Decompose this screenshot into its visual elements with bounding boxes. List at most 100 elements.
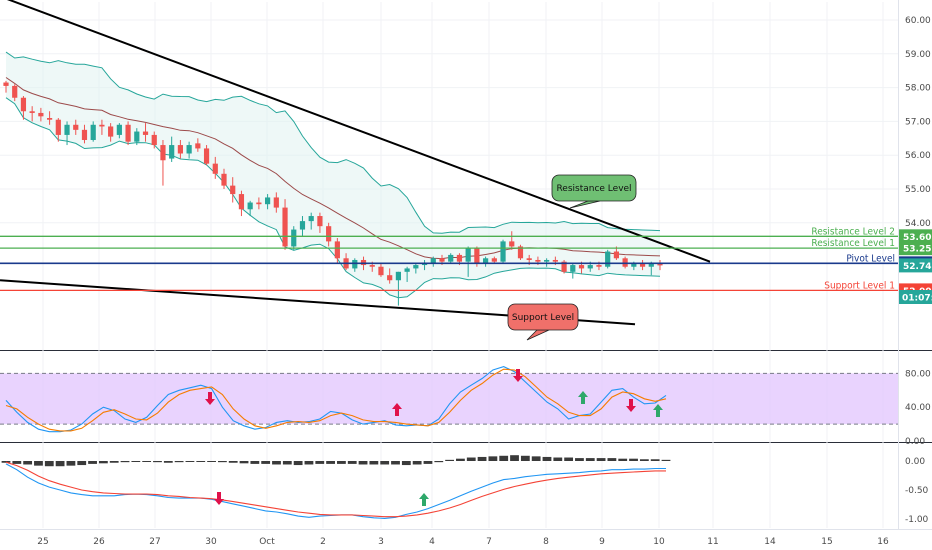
candle-body — [509, 241, 515, 247]
countdown-tag — [899, 290, 932, 304]
candle-body — [413, 265, 419, 269]
candle-body — [360, 259, 367, 266]
macd-histogram-bar — [520, 455, 530, 461]
candle-body — [517, 246, 524, 259]
x-tick-label: 9 — [599, 537, 605, 547]
level-label: Support Level 1 — [824, 280, 895, 291]
macd-histogram-bar — [142, 461, 152, 462]
macd-histogram-bar — [120, 461, 130, 463]
candle-body — [273, 197, 279, 208]
macd-histogram-bar — [575, 458, 584, 461]
stochastic-tick-label: 40.00 — [905, 403, 931, 413]
x-tick-label: 27 — [149, 537, 160, 547]
price-tick-label: 56.00 — [905, 151, 931, 161]
candle-body — [47, 118, 53, 120]
candle-body — [631, 263, 637, 267]
candle-body — [186, 145, 192, 154]
candle-body — [500, 241, 506, 262]
candle-body — [596, 265, 602, 267]
signal-arrow-down — [626, 399, 636, 412]
candle-body — [622, 258, 628, 267]
callout-box — [551, 174, 637, 202]
macd-histogram-bar — [391, 461, 400, 465]
candle-body — [20, 97, 27, 112]
candle-body — [142, 131, 149, 135]
signal-arrow-up — [392, 403, 402, 416]
macd-histogram-bar — [163, 461, 173, 463]
candle-body — [90, 124, 96, 140]
macd-histogram-bar — [607, 458, 617, 461]
candle-body — [491, 258, 497, 262]
candle-body — [369, 265, 375, 267]
candle-body — [483, 258, 489, 264]
candle-body — [352, 259, 358, 269]
macd-histogram-bar — [618, 458, 628, 461]
stochastic-tick-label: 80.00 — [905, 369, 931, 379]
macd-histogram-bar — [412, 461, 422, 465]
candle-body — [221, 173, 227, 186]
x-tick-label: 10 — [653, 537, 665, 547]
candle-body — [308, 216, 314, 222]
candle-body — [456, 254, 463, 262]
macd-histogram-bar — [661, 459, 671, 461]
price-tick-label: 55.00 — [905, 185, 931, 195]
macd-histogram-bar — [466, 457, 476, 461]
stochastic-tick-label: 0.00 — [905, 437, 925, 447]
candle-body — [151, 134, 157, 146]
candle-body — [55, 119, 61, 135]
candle-body — [587, 265, 593, 269]
candle-body — [570, 265, 576, 272]
signal-arrow-down — [205, 392, 215, 405]
macd-histogram-bar — [369, 461, 379, 465]
macd-histogram-bar — [109, 461, 119, 463]
x-tick-label: 14 — [764, 537, 776, 547]
candle-body — [465, 248, 471, 262]
macd-histogram-bar — [88, 461, 97, 464]
macd-histogram-bar — [347, 461, 357, 464]
macd-histogram-bar — [380, 461, 390, 465]
x-tick-label: 2 — [320, 537, 326, 547]
macd-histogram-bar — [250, 461, 260, 464]
signal-arrow-up — [578, 391, 588, 404]
macd-histogram-bar — [304, 461, 314, 465]
macd-histogram-bar — [337, 461, 346, 464]
bollinger-upper-line — [5, 51, 661, 234]
candle-body — [99, 124, 105, 127]
x-tick-label: 4 — [429, 537, 435, 547]
candle-body — [238, 194, 245, 210]
x-tick-label: 15 — [821, 537, 832, 547]
macd-histogram-bar — [542, 456, 552, 461]
candle-body — [526, 258, 532, 260]
macd-histogram-bar — [488, 456, 498, 461]
macd-histogram-bar — [585, 458, 595, 461]
candle-body — [657, 263, 663, 266]
macd-histogram-bar — [272, 461, 281, 465]
candle-body — [3, 82, 9, 86]
candle-body — [648, 263, 654, 267]
macd-histogram-bar — [293, 461, 303, 466]
candle-body — [326, 226, 332, 242]
macd-tick-label: -0.50 — [905, 486, 929, 496]
macd-histogram-bar — [44, 461, 54, 467]
last-price-tag-text: 52.74 — [903, 262, 931, 272]
macd-histogram-bar — [477, 456, 487, 461]
x-tick-label: 30 — [205, 537, 217, 547]
macd-tick-label: 0.00 — [905, 457, 925, 467]
candle-body — [448, 254, 454, 262]
macd-histogram-bar — [196, 461, 206, 462]
macd-histogram-bar — [282, 461, 292, 465]
candle-body — [212, 163, 218, 174]
candle-body — [291, 229, 297, 247]
signal-arrow-up — [653, 404, 663, 417]
price-tick-label: 57.00 — [905, 117, 931, 127]
bollinger-lower-line — [5, 97, 661, 299]
x-tick-label: 26 — [93, 537, 105, 547]
candle-body — [256, 202, 262, 205]
price-tick-label: 58.00 — [905, 84, 931, 94]
candle-body — [169, 145, 175, 159]
candle-body — [282, 207, 288, 247]
macd-line — [5, 461, 666, 518]
candle-body — [134, 131, 140, 142]
